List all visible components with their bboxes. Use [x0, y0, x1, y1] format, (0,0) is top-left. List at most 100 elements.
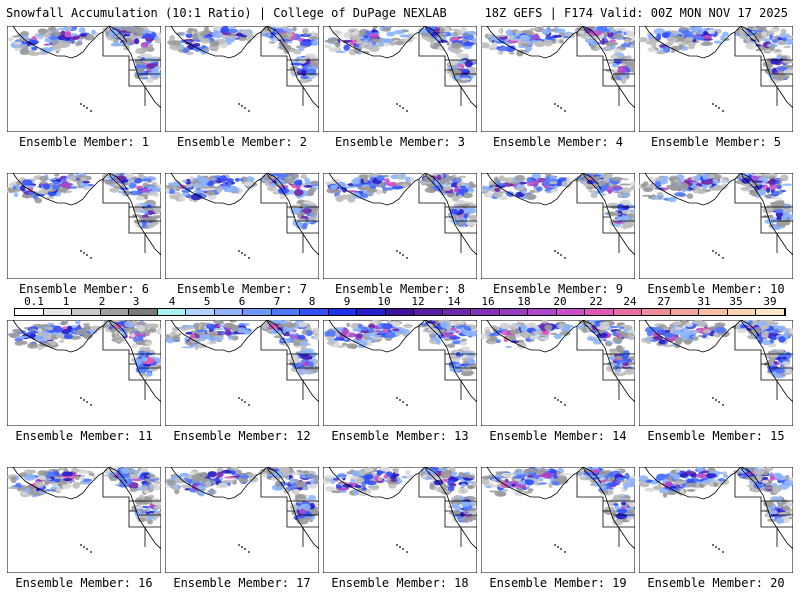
hawaii-island — [406, 404, 408, 406]
coastline — [170, 173, 268, 206]
hawaii-island — [238, 103, 240, 105]
country-border — [734, 473, 793, 502]
snowfall-map — [639, 467, 793, 573]
hawaii-island — [715, 546, 717, 548]
state-borders — [760, 60, 793, 106]
colorbar-swatch — [499, 309, 529, 315]
hawaii-island — [554, 397, 556, 399]
coastline-panhandle — [424, 467, 444, 484]
snowfall-map — [481, 467, 635, 573]
hawaii-island — [564, 551, 566, 553]
country-border — [734, 32, 793, 61]
hawaii-island — [557, 252, 559, 254]
coastline-west — [266, 467, 319, 550]
hawaii-island — [402, 107, 404, 109]
country-border — [418, 32, 477, 61]
colorbar-tick-label: 16 — [481, 295, 495, 308]
colorbar-tick-label: 27 — [657, 295, 671, 308]
hawaii-island — [248, 257, 250, 259]
coastline-west — [740, 26, 793, 109]
colorbar-swatch — [528, 309, 557, 315]
hawaii-island — [241, 399, 243, 401]
coastline-panhandle — [424, 26, 444, 43]
coastline-panhandle — [424, 173, 444, 190]
colorbar-swatch — [613, 309, 643, 315]
country-border — [418, 326, 477, 355]
coastline-panhandle — [108, 26, 128, 43]
state-borders — [286, 207, 319, 253]
colorbar-tick-label: 35 — [729, 295, 743, 308]
hawaii-island — [722, 551, 724, 553]
colorbar-swatch — [328, 309, 358, 315]
state-borders — [602, 60, 635, 106]
coastline-panhandle — [740, 173, 760, 190]
country-border — [576, 473, 635, 502]
hawaii-island — [560, 254, 562, 256]
coastline-panhandle — [266, 173, 286, 190]
hawaii-island — [406, 110, 408, 112]
hawaii-island — [241, 252, 243, 254]
state-borders — [760, 207, 793, 253]
hawaii-island — [80, 544, 82, 546]
hawaii-island — [248, 110, 250, 112]
state-borders — [760, 501, 793, 547]
hawaii-island — [244, 254, 246, 256]
hawaii-island — [241, 546, 243, 548]
coastline-west — [424, 26, 477, 109]
colorbar-swatch — [585, 309, 614, 315]
ensemble-member-label: Ensemble Member: 4 — [492, 135, 624, 149]
hawaii-island — [396, 250, 398, 252]
country-border — [576, 326, 635, 355]
coastline-west — [582, 467, 635, 550]
snowfall-field — [7, 320, 161, 379]
colorbar-tick-label: 18 — [517, 295, 531, 308]
coastline — [12, 467, 110, 500]
ensemble-member-label: Ensemble Member: 13 — [331, 429, 469, 443]
hawaii-island — [557, 399, 559, 401]
hawaii-island — [718, 548, 720, 550]
hawaii-island — [86, 254, 88, 256]
colorbar-tick-label: 10 — [377, 295, 391, 308]
colorbar-tick-label: 5 — [203, 295, 211, 308]
hawaii-island — [560, 401, 562, 403]
snowfall-map — [639, 26, 793, 132]
country-border — [418, 473, 477, 502]
hawaii-island — [90, 551, 92, 553]
state-borders — [444, 60, 477, 106]
hawaii-island — [554, 250, 556, 252]
colorbar-swatch — [157, 309, 187, 315]
hawaii-island — [238, 397, 240, 399]
snowfall-map — [323, 320, 477, 426]
colorbar-tick-label: 6 — [238, 295, 246, 308]
colorbar-swatch — [271, 309, 301, 315]
hawaii-island — [557, 546, 559, 548]
hawaii-island — [564, 404, 566, 406]
snowfall-field — [324, 173, 477, 228]
colorbar-swatch — [471, 309, 500, 315]
coastline — [328, 320, 426, 353]
colorbar-labels: 0.1 1 2 3 4 5 6 7 8 9 10 12 14 16 18 20 22 24 27 31 35 39 — [14, 295, 786, 308]
coastline-panhandle — [582, 467, 602, 484]
coastline — [12, 26, 110, 59]
colorbar-swatch — [385, 309, 415, 315]
coastline-panhandle — [266, 26, 286, 43]
colorbar-tick-label: 7 — [273, 295, 281, 308]
hawaii-island — [86, 107, 88, 109]
coastline — [644, 173, 742, 206]
coastline — [328, 173, 426, 206]
coastline — [12, 320, 110, 353]
ensemble-member-label: Ensemble Member: 11 — [15, 429, 153, 443]
colorbar-tick-label: 2 — [98, 295, 106, 308]
ensemble-member-label: Ensemble Member: 7 — [176, 282, 308, 296]
ensemble-member-label: Ensemble Member: 12 — [173, 429, 311, 443]
coastline-west — [266, 173, 319, 256]
snowfall-field — [165, 173, 319, 230]
coastline-panhandle — [424, 320, 444, 337]
colorbar-swatch — [72, 309, 101, 315]
colorbar-swatch — [442, 309, 472, 315]
country-border — [260, 473, 319, 502]
country-border — [576, 179, 635, 208]
coastline-west — [740, 320, 793, 403]
hawaii-island — [86, 401, 88, 403]
run-valid-time: 18Z GEFS | F174 Valid: 00Z MON NOV 17 20… — [484, 6, 788, 20]
